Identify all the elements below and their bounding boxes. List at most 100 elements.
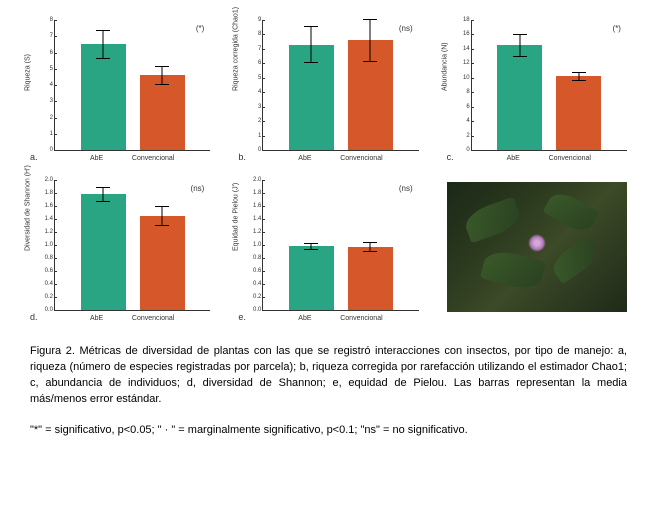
xlabels-a: AbE Convencional — [54, 155, 210, 162]
xlabel-conv: Convencional — [340, 315, 382, 322]
xlabel-abe: AbE — [298, 155, 311, 162]
bar-abe — [289, 246, 334, 310]
ytick: 0 — [50, 147, 53, 153]
chart-a: (*) 012345678 — [54, 20, 210, 151]
figure-caption: Figura 2. Métricas de diversidad de plan… — [30, 344, 627, 408]
ytick: 4 — [258, 89, 261, 95]
figure-footnote: "*" = significativo, p<0.05; " · " = mar… — [30, 424, 627, 436]
ytick: 0.4 — [253, 281, 261, 287]
ytick: 8 — [258, 31, 261, 37]
ytick: 5 — [258, 75, 261, 81]
xlabel-conv: Convencional — [340, 155, 382, 162]
xlabels-d: AbE Convencional — [54, 315, 210, 322]
ytick: 1.8 — [45, 190, 53, 196]
ytick: 18 — [463, 17, 470, 23]
ytick: 9 — [258, 17, 261, 23]
bar-abe — [289, 45, 334, 150]
ylabel-d: Diversidad de Shannon (H') — [25, 165, 32, 251]
ytick: 7 — [258, 46, 261, 52]
bar-abe — [497, 45, 542, 150]
ytick: 1.0 — [45, 242, 53, 248]
ytick: 1.4 — [253, 216, 261, 222]
ytick: 1 — [258, 133, 261, 139]
ytick: 1.2 — [253, 229, 261, 235]
xlabel-abe: AbE — [507, 155, 520, 162]
panel-grid: Riqueza (S) a. (*) 012345678 AbE Convenc… — [30, 20, 627, 322]
ytick: 0 — [258, 147, 261, 153]
ytick: 4 — [50, 82, 53, 88]
ytick: 1.8 — [253, 190, 261, 196]
panel-c: Abundancia (N) c. (*) 024681012141618 Ab… — [447, 20, 627, 162]
ytick: 0.8 — [45, 255, 53, 261]
xlabel-conv: Convencional — [132, 315, 174, 322]
panel-letter-e: e. — [238, 312, 246, 322]
chart-e: (ns) 0.00.20.40.60.81.01.21.41.61.82.0 — [262, 180, 418, 311]
ytick: 0.8 — [253, 255, 261, 261]
panel-d: Diversidad de Shannon (H') d. (ns) 0.00.… — [30, 180, 210, 322]
ylabel-e: Equidad de Pielou (J') — [233, 183, 240, 251]
ytick: 1.6 — [45, 203, 53, 209]
bar-conv — [556, 76, 601, 150]
ytick: 12 — [463, 60, 470, 66]
chart-c: (*) 024681012141618 — [471, 20, 627, 151]
ytick: 0.2 — [45, 294, 53, 300]
ytick: 3 — [50, 98, 53, 104]
ytick: 2 — [466, 133, 469, 139]
chart-d: (ns) 0.00.20.40.60.81.01.21.41.61.82.0 — [54, 180, 210, 311]
ytick: 4 — [466, 118, 469, 124]
ytick: 8 — [466, 89, 469, 95]
ylabel-a: Riqueza (S) — [25, 54, 32, 91]
ytick: 0.0 — [253, 307, 261, 313]
ytick: 1.2 — [45, 229, 53, 235]
ytick: 16 — [463, 31, 470, 37]
ytick: 0.4 — [45, 281, 53, 287]
panel-photo — [447, 180, 627, 322]
bar-conv — [348, 247, 393, 310]
xlabel-abe: AbE — [90, 315, 103, 322]
ytick: 1.6 — [253, 203, 261, 209]
xlabel-abe: AbE — [298, 315, 311, 322]
ytick: 3 — [258, 104, 261, 110]
xlabel-abe: AbE — [90, 155, 103, 162]
ytick: 8 — [50, 17, 53, 23]
ytick: 0.0 — [45, 307, 53, 313]
ytick: 6 — [466, 104, 469, 110]
chart-b: (ns) 0123456789 — [262, 20, 418, 151]
ytick: 2 — [50, 115, 53, 121]
ytick: 2.0 — [45, 177, 53, 183]
ylabel-c: Abundancia (N) — [441, 42, 448, 91]
ylabel-b: Riqueza corregida (Chao1) — [233, 7, 240, 91]
ytick: 5 — [50, 66, 53, 72]
panel-a: Riqueza (S) a. (*) 012345678 AbE Convenc… — [30, 20, 210, 162]
panel-b: Riqueza corregida (Chao1) b. (ns) 012345… — [238, 20, 418, 162]
ytick: 14 — [463, 46, 470, 52]
ytick: 0.2 — [253, 294, 261, 300]
ytick: 1.4 — [45, 216, 53, 222]
bar-abe — [81, 44, 126, 150]
ytick: 10 — [463, 75, 470, 81]
ytick: 1.0 — [253, 242, 261, 248]
bar-conv — [140, 75, 185, 150]
panel-letter-a: a. — [30, 152, 38, 162]
bar-abe — [81, 194, 126, 310]
ytick: 0 — [466, 147, 469, 153]
panel-letter-d: d. — [30, 312, 38, 322]
bar-conv — [140, 216, 185, 310]
ytick: 6 — [50, 50, 53, 56]
xlabels-e: AbE Convencional — [262, 315, 418, 322]
ytick: 2.0 — [253, 177, 261, 183]
xlabel-conv: Convencional — [132, 155, 174, 162]
bar-conv — [348, 40, 393, 150]
ytick: 2 — [258, 118, 261, 124]
ytick: 6 — [258, 60, 261, 66]
flower-icon — [528, 234, 546, 252]
plant-photo — [447, 182, 627, 312]
panel-e: Equidad de Pielou (J') e. (ns) 0.00.20.4… — [238, 180, 418, 322]
ytick: 7 — [50, 33, 53, 39]
xlabels-b: AbE Convencional — [262, 155, 418, 162]
ytick: 0.6 — [45, 268, 53, 274]
ytick: 1 — [50, 131, 53, 137]
ytick: 0.6 — [253, 268, 261, 274]
xlabel-conv: Convencional — [549, 155, 591, 162]
xlabels-c: AbE Convencional — [471, 155, 627, 162]
